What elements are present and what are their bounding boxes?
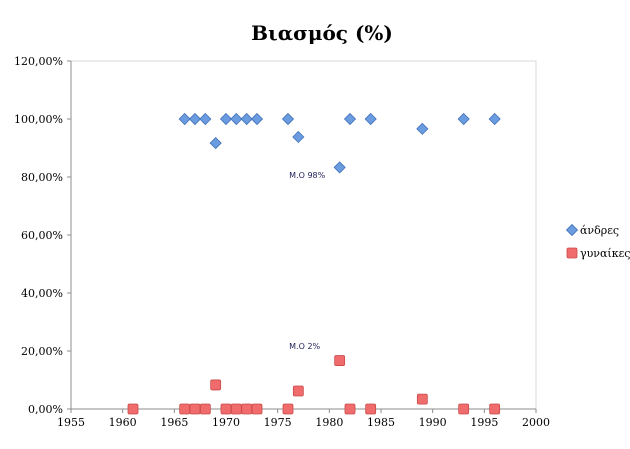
data-point [292,130,305,144]
plot-area [70,60,537,410]
data-point [178,112,191,126]
x-tick-label: 1995 [470,416,498,429]
data-point [199,112,212,126]
data-point [416,122,429,135]
y-tick-label: 40,00% [21,287,63,300]
data-point [281,112,295,126]
data-point [230,403,242,415]
legend-label: γυναίκες [580,247,630,260]
x-tick-label: 1965 [160,416,188,429]
data-point [282,403,294,415]
data-point [240,112,253,126]
x-tick-label: 1960 [109,416,137,429]
data-point [416,393,428,405]
x-tick-label: 1980 [315,416,343,429]
data-point [365,403,377,415]
data-point [458,403,470,415]
y-tick-label: 100,00% [14,113,63,126]
data-point [230,112,243,126]
data-point [344,403,356,415]
x-tick-label: 1975 [264,416,292,429]
y-tick-label: 120,00% [14,55,63,68]
data-point [250,112,264,126]
legend: άνδρες γυναίκες [565,223,630,260]
series-women [127,355,501,415]
axes: 1955 1960 1965 1970 1975 1980 1985 1990 1995 2000… [14,55,550,429]
y-tick-label: 60,00% [21,229,63,242]
x-tick-label: 1970 [212,416,240,429]
annotation-label: Μ.Ο 2% [289,342,320,351]
annotations: Μ.Ο 98% Μ.Ο 2% [289,171,325,351]
data-point [364,112,377,126]
y-tick-label: 80,00% [21,171,63,184]
series-men [178,112,501,174]
data-point [241,403,253,415]
data-point [292,385,304,397]
data-point [220,403,232,415]
data-point [210,379,222,391]
data-point [127,403,139,415]
data-points [127,112,501,415]
data-point [488,112,501,126]
chart-title: Βιασμός (%) [251,21,393,45]
data-point [199,403,211,415]
x-tick-label: 1985 [367,416,395,429]
y-tick-label: 20,00% [21,345,63,358]
x-tick-label: 1990 [419,416,447,429]
data-point [457,112,470,126]
legend-label: άνδρες [580,224,619,237]
y-tick-label: 0,00% [28,403,63,416]
data-point [179,403,191,415]
data-point [219,112,233,126]
data-point [189,403,201,415]
x-tick-label: 2000 [522,416,550,429]
data-point [209,137,222,150]
x-tick-label: 1955 [57,416,85,429]
annotation-label: Μ.Ο 98% [289,171,325,180]
legend-marker [566,247,578,259]
data-point [251,403,263,415]
data-point [333,161,346,174]
legend-marker [565,223,579,237]
data-point [489,403,501,415]
data-point [334,355,346,366]
data-point [188,112,202,126]
data-point [343,112,357,126]
